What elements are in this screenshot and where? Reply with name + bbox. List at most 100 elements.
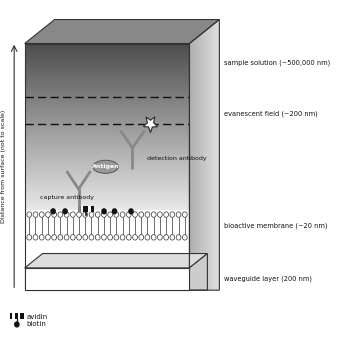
Bar [25,88,189,89]
Circle shape [157,212,162,217]
Circle shape [52,212,56,217]
Bar [25,158,189,159]
Bar [25,59,189,60]
Bar [25,81,189,82]
Bar [25,51,189,52]
Bar [25,143,189,144]
Polygon shape [191,42,192,290]
Bar [25,50,189,51]
Circle shape [102,235,106,240]
Bar [25,60,189,61]
Bar [25,115,189,116]
Polygon shape [211,25,212,290]
Bar [25,56,189,57]
Bar [25,126,189,127]
Bar [25,128,189,129]
Circle shape [129,209,133,214]
Bar [25,197,189,198]
Text: avidin: avidin [27,314,48,320]
Bar [25,67,189,68]
Bar [25,184,189,185]
Bar [25,114,189,115]
Bar [25,191,189,192]
Bar [25,200,189,201]
Bar [25,170,189,171]
Bar [25,132,189,133]
Bar [25,149,189,150]
Bar [25,151,189,152]
Bar [25,105,189,106]
Circle shape [139,235,144,240]
Circle shape [63,209,67,214]
Bar [25,68,189,69]
Circle shape [15,322,19,327]
Bar [25,133,189,134]
Circle shape [157,235,162,240]
Bar [25,55,189,56]
Bar [25,110,189,111]
Circle shape [145,235,150,240]
Bar [25,45,189,46]
Bar [25,89,189,90]
Bar [25,185,189,186]
Bar [25,127,189,128]
Polygon shape [193,40,194,290]
Bar [25,104,189,105]
Bar [25,203,189,204]
Bar [25,193,189,194]
Circle shape [164,235,169,240]
Bar [25,62,189,63]
Bar [25,57,189,58]
Bar [25,180,189,181]
Polygon shape [206,30,207,290]
Circle shape [52,235,56,240]
Circle shape [102,209,106,214]
Bar [25,147,189,148]
Bar [25,80,189,81]
Circle shape [182,235,187,240]
Circle shape [113,209,117,214]
Bar [25,138,189,139]
Polygon shape [195,38,196,290]
Bar [25,160,189,161]
Bar [18,313,20,319]
Bar [25,150,189,151]
Circle shape [120,212,125,217]
Polygon shape [194,39,195,290]
Bar [25,53,189,54]
Bar [25,162,189,163]
Bar [25,142,189,143]
Bar [25,107,189,108]
Bar [25,77,189,78]
Bar [25,106,189,107]
Bar [25,137,189,138]
Bar [25,79,189,80]
Polygon shape [210,26,211,290]
Bar [25,153,189,154]
Bar [25,163,189,164]
Bar [25,161,189,162]
Bar [25,63,189,64]
Bar [25,113,189,114]
Polygon shape [190,42,191,290]
Bar [25,141,189,142]
Bar [25,66,189,67]
Bar [25,154,189,155]
Bar [25,195,189,196]
Circle shape [39,212,44,217]
Bar [25,119,189,120]
Bar [25,58,189,59]
Bar [25,181,189,182]
Bar [25,124,189,125]
Circle shape [133,235,137,240]
Polygon shape [143,117,158,132]
Bar [25,159,189,160]
Bar [25,196,189,197]
Bar [25,74,189,75]
Bar [25,48,189,49]
Circle shape [126,235,131,240]
Bar [25,117,189,118]
Bar [25,165,189,166]
Bar [25,140,189,141]
Circle shape [39,235,44,240]
